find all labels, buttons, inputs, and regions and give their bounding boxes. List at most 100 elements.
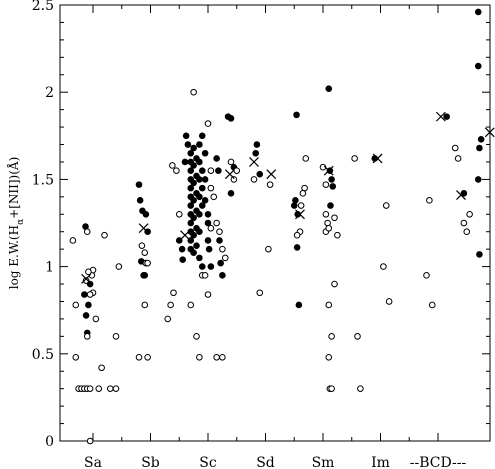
open-point <box>463 228 471 236</box>
open-point <box>135 353 143 361</box>
cross-point <box>323 165 334 176</box>
open-point <box>451 144 459 152</box>
open-point <box>98 364 105 372</box>
open-point <box>213 353 220 361</box>
cross-point <box>456 190 466 201</box>
y-axis-label: log E.W.(Hα+[NII])(Å) <box>6 157 26 290</box>
open-point <box>83 228 91 236</box>
filled-point <box>190 144 197 152</box>
filled-point <box>187 149 195 157</box>
open-point <box>265 245 272 253</box>
open-point <box>82 277 90 284</box>
open-point <box>112 385 120 392</box>
y-tick-label: 2.5 <box>32 0 54 14</box>
cross-point <box>249 157 259 167</box>
open-point <box>213 219 220 227</box>
filled-point <box>141 272 149 279</box>
open-point <box>112 333 120 340</box>
open-point <box>322 210 330 218</box>
filled-point <box>198 132 206 140</box>
open-point <box>266 181 274 188</box>
filled-point <box>474 8 482 16</box>
filled-point <box>292 197 299 204</box>
open-point <box>233 167 241 174</box>
open-point <box>101 231 108 239</box>
y-tick-label: 0.5 <box>32 347 54 363</box>
filled-point <box>253 141 261 148</box>
filled-point <box>198 263 206 270</box>
filled-point <box>193 242 200 249</box>
y-tick-label: 1.5 <box>32 172 54 188</box>
filled-point <box>295 301 303 309</box>
open-point <box>325 224 333 232</box>
filled-point <box>252 149 260 157</box>
open-point <box>72 353 80 361</box>
filled-point <box>205 245 213 253</box>
y-tick-label: 0 <box>45 434 54 450</box>
open-point <box>164 315 172 323</box>
filled-point <box>196 254 203 262</box>
open-point <box>138 242 146 249</box>
open-point <box>95 385 103 392</box>
open-point <box>219 353 226 361</box>
filled-point <box>196 193 203 201</box>
filled-point <box>474 62 482 70</box>
open-point <box>230 176 238 183</box>
filled-point <box>136 197 144 204</box>
filled-point <box>328 176 335 183</box>
open-point <box>193 333 200 340</box>
filled-point <box>182 132 190 140</box>
filled-point <box>476 251 483 258</box>
filled-point <box>293 244 301 251</box>
open-point <box>299 190 307 197</box>
open-point <box>144 259 151 267</box>
plot-frame <box>59 4 491 442</box>
filled-point <box>217 259 224 267</box>
filled-point <box>227 115 235 122</box>
filled-point <box>219 272 226 279</box>
filled-point <box>204 219 212 227</box>
filled-point <box>474 176 482 183</box>
filled-point <box>207 263 215 270</box>
open-point <box>207 167 215 174</box>
open-point <box>190 88 197 96</box>
open-point <box>380 263 387 270</box>
filled-point <box>477 135 485 143</box>
filled-point <box>187 202 195 209</box>
cross-point <box>295 209 305 220</box>
filled-point <box>290 202 298 209</box>
open-point <box>322 181 330 188</box>
x-tick-label: Sb <box>141 455 160 469</box>
filled-point <box>327 202 334 209</box>
filled-point <box>371 155 379 162</box>
cross-point <box>435 111 446 122</box>
filled-point <box>179 256 186 263</box>
filled-point <box>213 155 220 162</box>
cross-point <box>138 223 149 234</box>
open-point <box>423 272 430 279</box>
filled-point <box>204 210 212 218</box>
filled-point <box>198 184 206 192</box>
open-point <box>85 268 92 276</box>
open-point <box>92 315 100 323</box>
open-point <box>210 193 218 201</box>
open-point <box>297 202 305 209</box>
open-point <box>426 197 433 204</box>
filled-point <box>190 249 197 256</box>
open-point <box>167 301 174 309</box>
filled-point <box>196 176 203 183</box>
open-point <box>69 237 77 244</box>
open-point <box>428 301 436 309</box>
filled-point <box>178 245 186 253</box>
open-point <box>169 162 176 169</box>
filled-point <box>86 280 94 288</box>
open-point <box>328 385 335 392</box>
filled-point <box>85 301 92 309</box>
open-point <box>256 289 264 297</box>
cross-point <box>372 153 383 164</box>
data-marks <box>69 8 495 445</box>
open-point <box>302 155 310 162</box>
filled-point <box>190 214 197 222</box>
open-point <box>201 272 209 279</box>
